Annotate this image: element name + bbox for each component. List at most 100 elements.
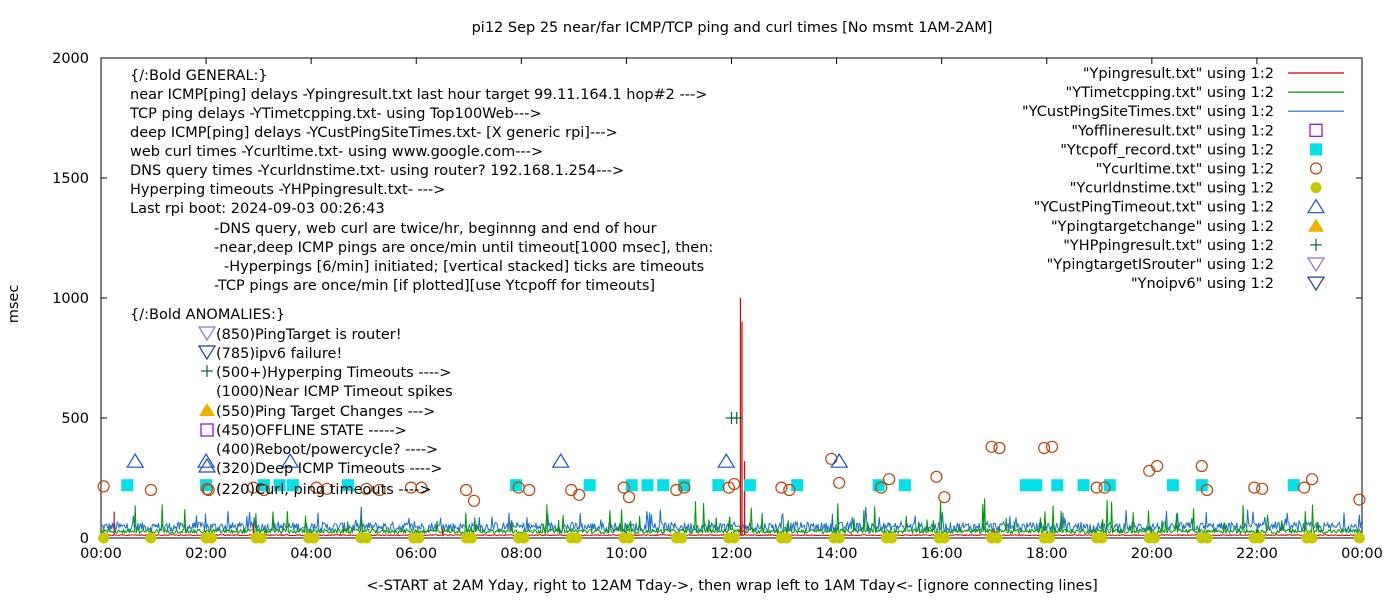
data-point (676, 532, 688, 544)
data-point (617, 481, 630, 494)
data-point (286, 479, 299, 492)
y-tick-label: 2000 (52, 51, 89, 67)
data-point (121, 479, 134, 492)
data-point (1306, 532, 1318, 544)
data-point (883, 473, 896, 486)
data-point (573, 488, 586, 501)
legend-symbol (1309, 162, 1323, 175)
x-tick-label: 12:00 (711, 546, 753, 562)
data-point (1248, 481, 1261, 494)
data-point (341, 479, 354, 492)
x-tick-label: 04:00 (290, 546, 332, 562)
x-tick-label: 16:00 (921, 546, 963, 562)
data-point (825, 452, 838, 465)
data-point (257, 483, 270, 497)
annotation-text: (400)Reboot/powercycle? ----> (216, 442, 438, 458)
data-point (1038, 441, 1051, 455)
x-tick-label: 06:00 (395, 546, 437, 562)
y-tick-label: 0 (80, 531, 89, 547)
data-point (728, 532, 740, 544)
data-point (1148, 532, 1160, 544)
data-point (308, 532, 320, 544)
data-point (257, 479, 270, 492)
annotation-text: deep ICMP[ping] delays -YCustPingSiteTim… (130, 125, 618, 141)
data-point (670, 483, 683, 497)
data-point (205, 532, 217, 544)
data-point (510, 479, 523, 492)
legend-symbol (1306, 257, 1326, 273)
data-point (1298, 481, 1311, 494)
data-point (743, 479, 756, 492)
data-point (565, 483, 578, 497)
data-point (1098, 481, 1111, 494)
data-point (145, 532, 157, 544)
data-point (641, 479, 654, 492)
y-axis-label: msec (6, 285, 22, 324)
annotation-text: (500+)Hyperping Timeouts ----> (216, 365, 451, 381)
data-point (875, 481, 888, 494)
legend: "Ypingresult.txt" using 1:2 "YTimetcpping… (1022, 66, 1344, 292)
data-point (1305, 473, 1319, 486)
data-point (1353, 532, 1365, 544)
annotation-text: {/:Bold GENERAL:} (130, 68, 268, 84)
annotation-text: {/:Bold ANOMALIES:} (130, 307, 285, 323)
annotation-text: -TCP pings are once/min [if plotted][use… (214, 278, 655, 294)
annotation-marker (197, 345, 217, 361)
legend-symbol (1310, 143, 1322, 156)
annotation-text: -DNS query, web curl are twice/hr, begin… (214, 221, 657, 237)
data-point (1096, 532, 1108, 544)
data-point (583, 479, 596, 492)
data-point (1353, 493, 1366, 506)
data-point (886, 532, 898, 544)
legend-label: "YHPpingresult.txt" using 1:2 (1063, 238, 1274, 254)
annotation-text: (1000)Near ICMP Timeout spikes (216, 384, 453, 400)
annotation-text: (220)Curl, ping timeouts ----> (216, 482, 432, 498)
data-point (523, 483, 536, 497)
data-point (1166, 479, 1179, 492)
data-point (144, 483, 158, 497)
data-point (460, 483, 473, 497)
x-tick-label: 00:00 (1341, 546, 1383, 562)
legend-symbol (1308, 218, 1324, 232)
data-point (320, 482, 334, 495)
legend-label: "Ypingresult.txt" using 1:2 (1083, 66, 1274, 82)
data-point (1195, 459, 1208, 473)
annotation-text: (850)PingTarget is router! (216, 327, 402, 343)
data-point (413, 532, 425, 544)
legend-label: "Ynoipv6" using 1:2 (1131, 276, 1274, 292)
data-point (281, 453, 300, 468)
data-point (833, 532, 845, 544)
data-point (775, 481, 788, 494)
legend-label: "YCustPingTimeout.txt" using 1:2 (1034, 200, 1274, 216)
legend-symbol (1309, 123, 1323, 137)
data-point (622, 491, 636, 504)
x-tick-label: 20:00 (1131, 546, 1173, 562)
y-tick-label: 1500 (52, 171, 89, 187)
annotation-text: Hyperping timeouts -YHPpingresult.txt- -… (130, 182, 445, 198)
y-tick-label: 1000 (52, 291, 89, 307)
data-point (1051, 479, 1064, 492)
data-point (1200, 483, 1214, 497)
annotation-marker (197, 326, 217, 342)
data-point (1090, 481, 1103, 494)
data-point (833, 476, 846, 489)
annotation-marker (200, 482, 214, 496)
data-point (1256, 482, 1269, 495)
x-axis-label: <-START at 2AM Yday, right to 12AM Tday-… (366, 578, 1098, 594)
data-point (783, 483, 796, 497)
y-tick-label: 500 (61, 411, 89, 427)
data-point (985, 440, 998, 453)
data-point (360, 482, 373, 495)
annotation-text: Last rpi boot: 2024-09-03 00:26:43 (130, 201, 385, 217)
data-point (571, 532, 583, 544)
data-point (97, 480, 110, 493)
data-point (126, 453, 145, 468)
annotation-text: -near,deep ICMP pings are once/min until… (214, 240, 713, 256)
data-point (1201, 532, 1213, 544)
data-point (872, 479, 885, 492)
data-point (1143, 464, 1156, 477)
data-point (1077, 479, 1090, 492)
annotation-text: (450)OFFLINE STATE -----> (216, 423, 407, 439)
data-point (518, 532, 530, 544)
